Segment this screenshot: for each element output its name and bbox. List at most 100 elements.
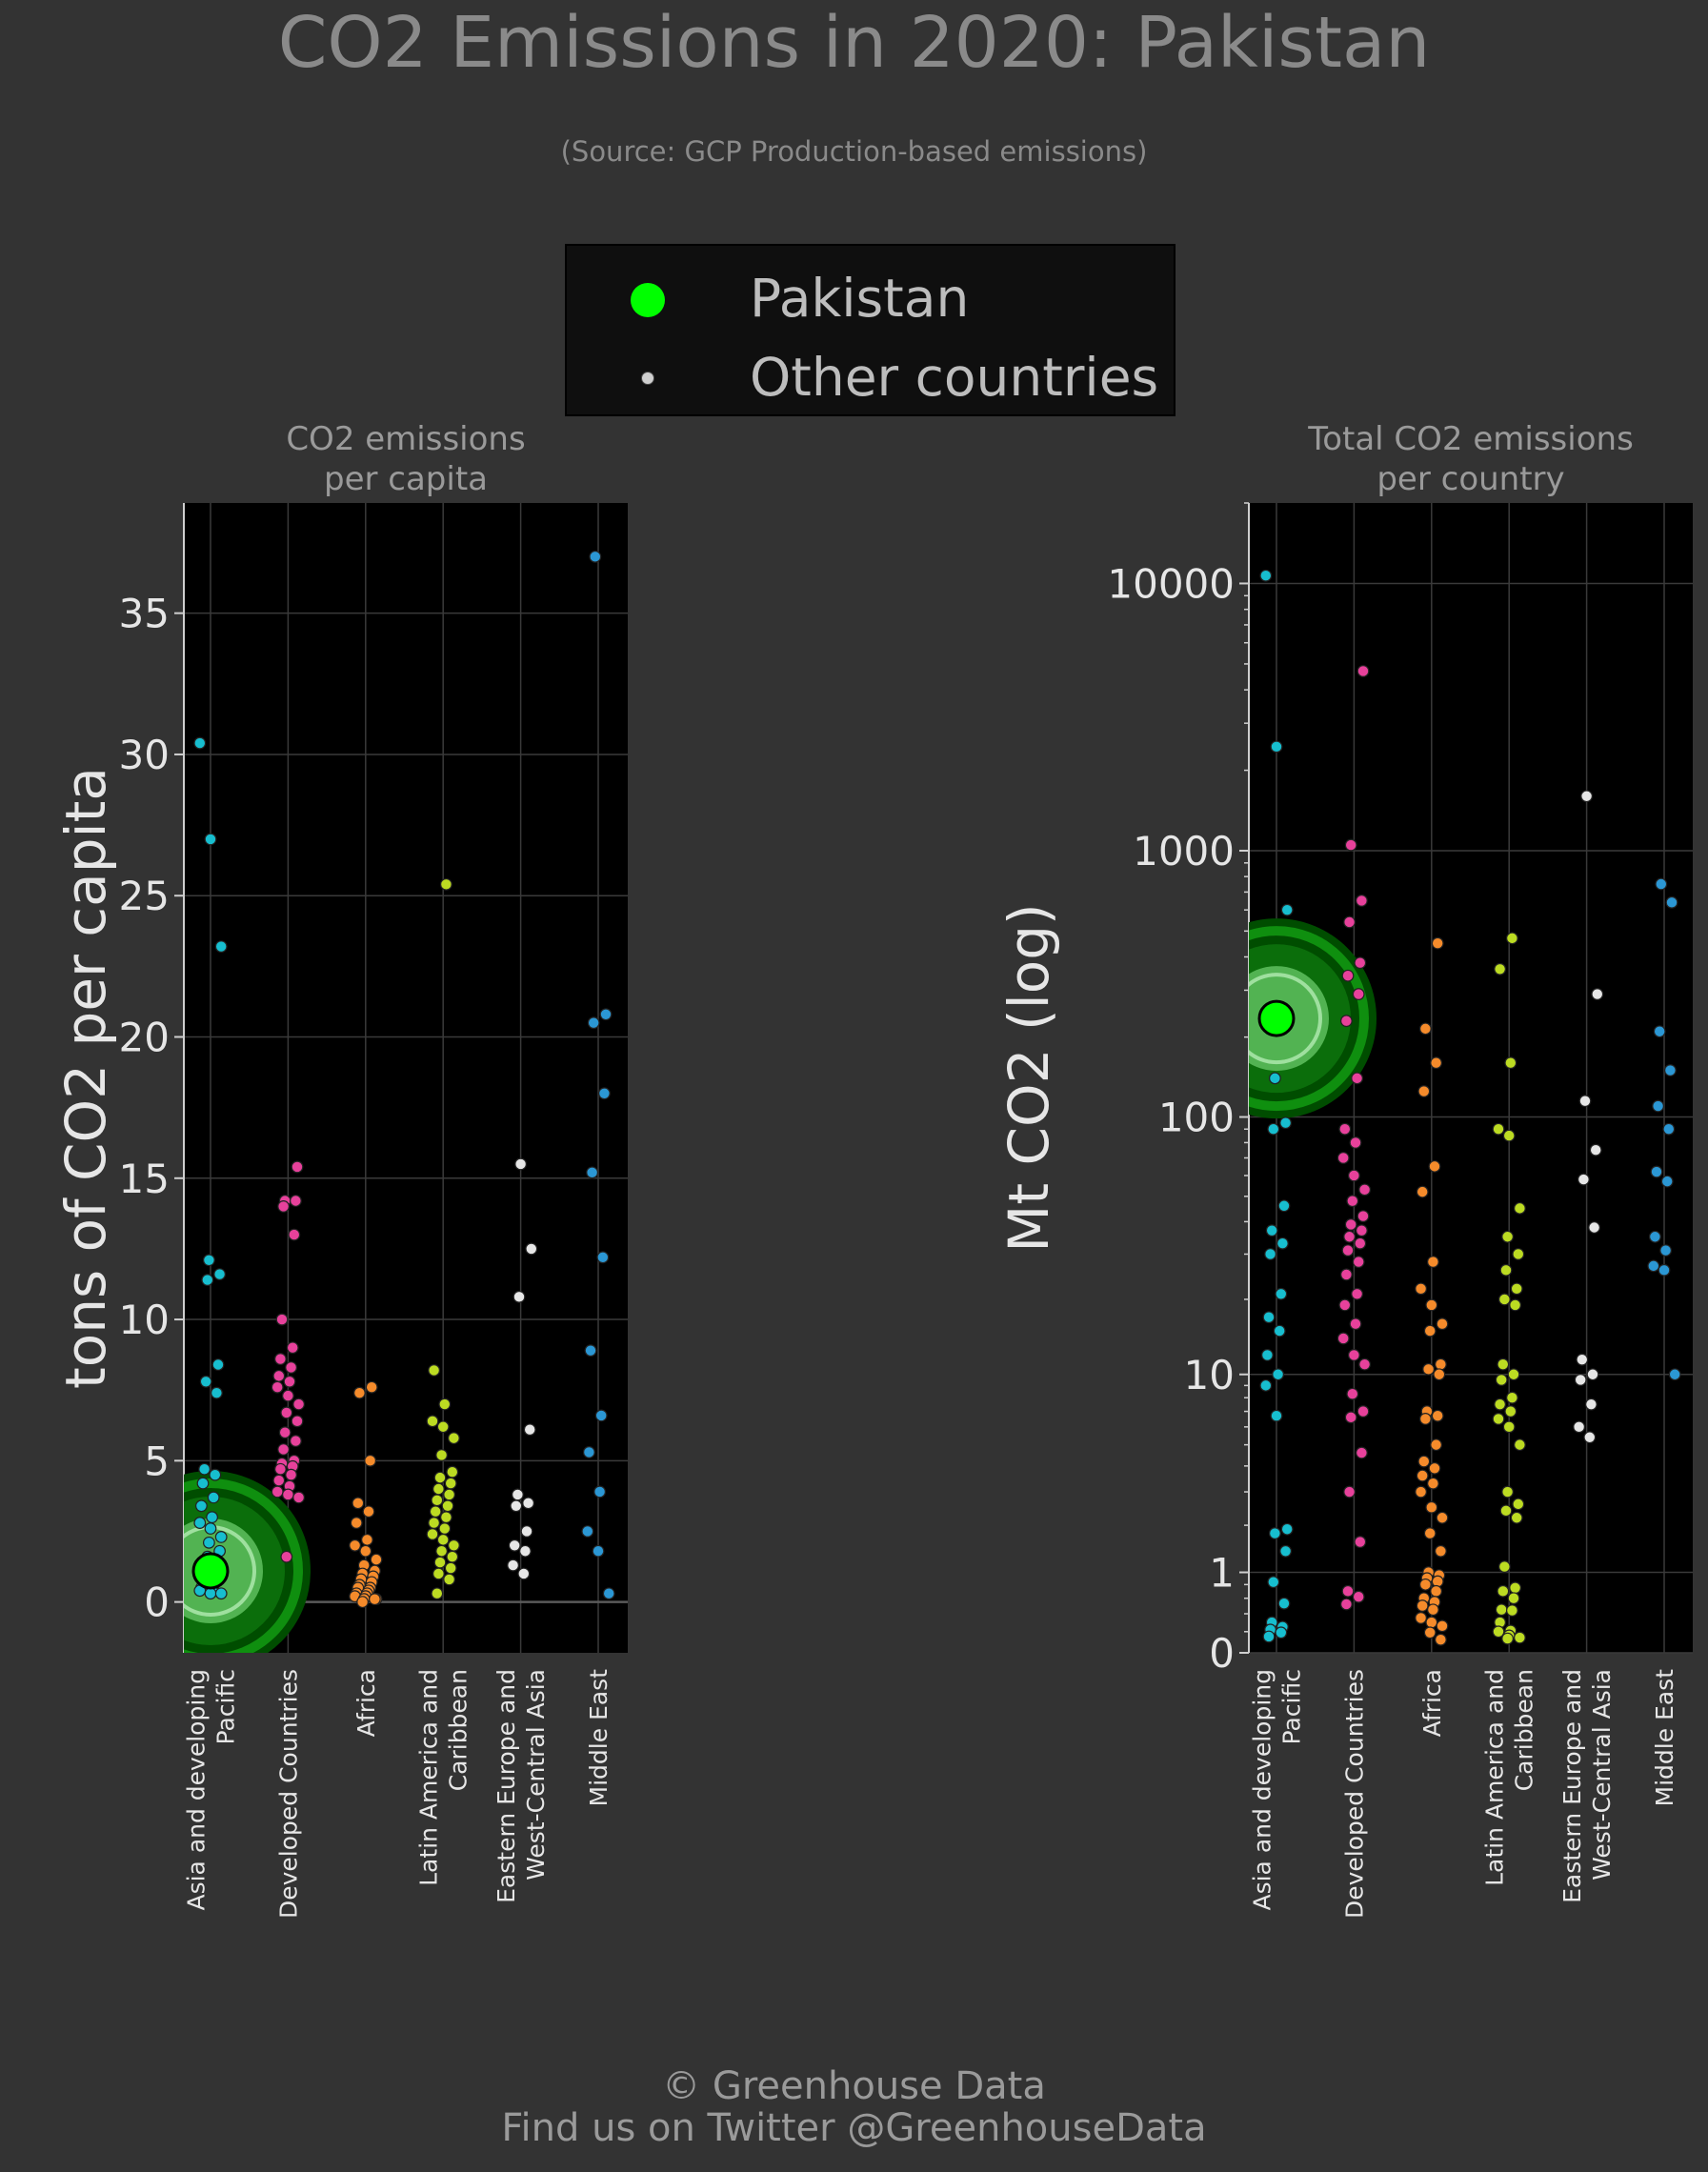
data-point bbox=[1513, 1201, 1526, 1215]
data-point bbox=[1502, 1420, 1516, 1434]
data-point bbox=[1426, 1477, 1439, 1490]
data-point bbox=[584, 1344, 597, 1358]
data-point bbox=[353, 1386, 366, 1399]
data-point bbox=[448, 1538, 460, 1552]
category-label: Eastern Europe and bbox=[492, 1669, 520, 1903]
data-point bbox=[280, 1550, 293, 1563]
data-point bbox=[599, 1008, 613, 1021]
legend: Pakistan Other countries bbox=[565, 244, 1176, 416]
data-point bbox=[1423, 1527, 1437, 1539]
data-point bbox=[290, 1435, 302, 1447]
data-point bbox=[1268, 1527, 1281, 1539]
data-point bbox=[193, 736, 207, 750]
y-tick-label: 20 bbox=[119, 1014, 170, 1060]
data-point bbox=[206, 1511, 219, 1524]
data-point bbox=[1260, 1348, 1274, 1361]
data-point bbox=[1431, 1575, 1444, 1588]
data-point bbox=[211, 1358, 225, 1371]
data-point bbox=[1509, 1298, 1521, 1312]
data-point bbox=[1344, 1218, 1357, 1231]
y-tick-label: 10000 bbox=[1107, 560, 1235, 607]
data-point bbox=[370, 1553, 383, 1566]
footer-twitter: Find us on Twitter @GreenhouseData bbox=[501, 2106, 1207, 2150]
data-point bbox=[210, 1386, 223, 1399]
data-point bbox=[1336, 1152, 1350, 1164]
data-point bbox=[1339, 1268, 1353, 1281]
data-point bbox=[1647, 1259, 1660, 1273]
data-point bbox=[1499, 1263, 1513, 1277]
data-point bbox=[285, 1361, 298, 1374]
data-point bbox=[282, 1389, 294, 1402]
y-tick-label: 5 bbox=[144, 1438, 170, 1484]
footer: © Greenhouse Data Find us on Twitter @Gr… bbox=[0, 2065, 1708, 2149]
data-point bbox=[525, 1242, 538, 1256]
data-point bbox=[1492, 1122, 1505, 1136]
data-point bbox=[514, 1157, 527, 1171]
highlight-point-pakistan bbox=[1257, 999, 1296, 1037]
data-point bbox=[1417, 1085, 1431, 1097]
category-label: Middle East bbox=[585, 1669, 613, 1807]
data-point bbox=[508, 1538, 521, 1552]
data-point bbox=[432, 1482, 445, 1496]
data-point bbox=[359, 1544, 372, 1558]
data-point bbox=[1264, 1248, 1276, 1260]
data-point bbox=[1277, 1597, 1291, 1610]
data-point bbox=[1352, 1590, 1365, 1603]
data-point bbox=[1436, 1317, 1449, 1331]
data-point bbox=[275, 1313, 289, 1326]
data-point bbox=[1277, 1199, 1291, 1213]
data-point bbox=[1499, 1504, 1513, 1518]
data-point bbox=[1422, 1362, 1435, 1376]
y-tick-label: 1 bbox=[1209, 1550, 1235, 1597]
data-point bbox=[1418, 1022, 1432, 1036]
data-point bbox=[1336, 1332, 1350, 1345]
data-point bbox=[1262, 1630, 1276, 1643]
data-point bbox=[356, 1596, 370, 1609]
data-point bbox=[1259, 569, 1273, 582]
data-point bbox=[1648, 1230, 1661, 1243]
data-point bbox=[1428, 1461, 1441, 1475]
y-tick-label: 1000 bbox=[1133, 828, 1235, 875]
data-point bbox=[1655, 877, 1668, 891]
data-point bbox=[1355, 1224, 1368, 1237]
data-point bbox=[283, 1375, 296, 1388]
data-point bbox=[1280, 903, 1294, 916]
data-point bbox=[1344, 838, 1357, 852]
data-point bbox=[1586, 1368, 1599, 1381]
data-point bbox=[583, 1446, 595, 1458]
data-point bbox=[1426, 1256, 1439, 1269]
category-label: Caribbean bbox=[1511, 1669, 1538, 1791]
data-point bbox=[1434, 1633, 1447, 1646]
y-tick-label: 0 bbox=[144, 1579, 170, 1626]
data-point bbox=[592, 1544, 605, 1558]
category-label: Developed Countries bbox=[1340, 1669, 1368, 1919]
category-label: Developed Countries bbox=[274, 1669, 302, 1919]
data-point bbox=[365, 1380, 378, 1394]
data-point bbox=[1428, 1159, 1441, 1173]
data-point bbox=[194, 1499, 208, 1513]
data-point bbox=[1426, 1603, 1439, 1617]
data-point bbox=[1497, 1358, 1510, 1371]
data-point bbox=[209, 1468, 222, 1481]
data-point bbox=[204, 1587, 217, 1600]
data-point bbox=[364, 1454, 377, 1467]
category-label: Asia and developing bbox=[1249, 1669, 1276, 1911]
data-point bbox=[1418, 1413, 1432, 1425]
data-point bbox=[596, 1251, 610, 1264]
data-point bbox=[1591, 988, 1604, 1000]
data-point bbox=[1354, 956, 1367, 970]
data-point bbox=[207, 1491, 220, 1504]
data-point bbox=[1276, 1237, 1289, 1250]
plot-points bbox=[1249, 569, 1681, 1646]
data-point bbox=[1265, 1224, 1278, 1237]
data-point bbox=[1425, 1298, 1438, 1312]
data-point bbox=[594, 1409, 608, 1422]
data-point bbox=[1495, 1374, 1508, 1386]
data-point bbox=[444, 1561, 457, 1575]
data-point bbox=[1588, 1221, 1600, 1234]
data-point bbox=[1343, 915, 1356, 929]
data-point bbox=[1495, 1603, 1508, 1617]
category-label: Africa bbox=[352, 1669, 380, 1737]
